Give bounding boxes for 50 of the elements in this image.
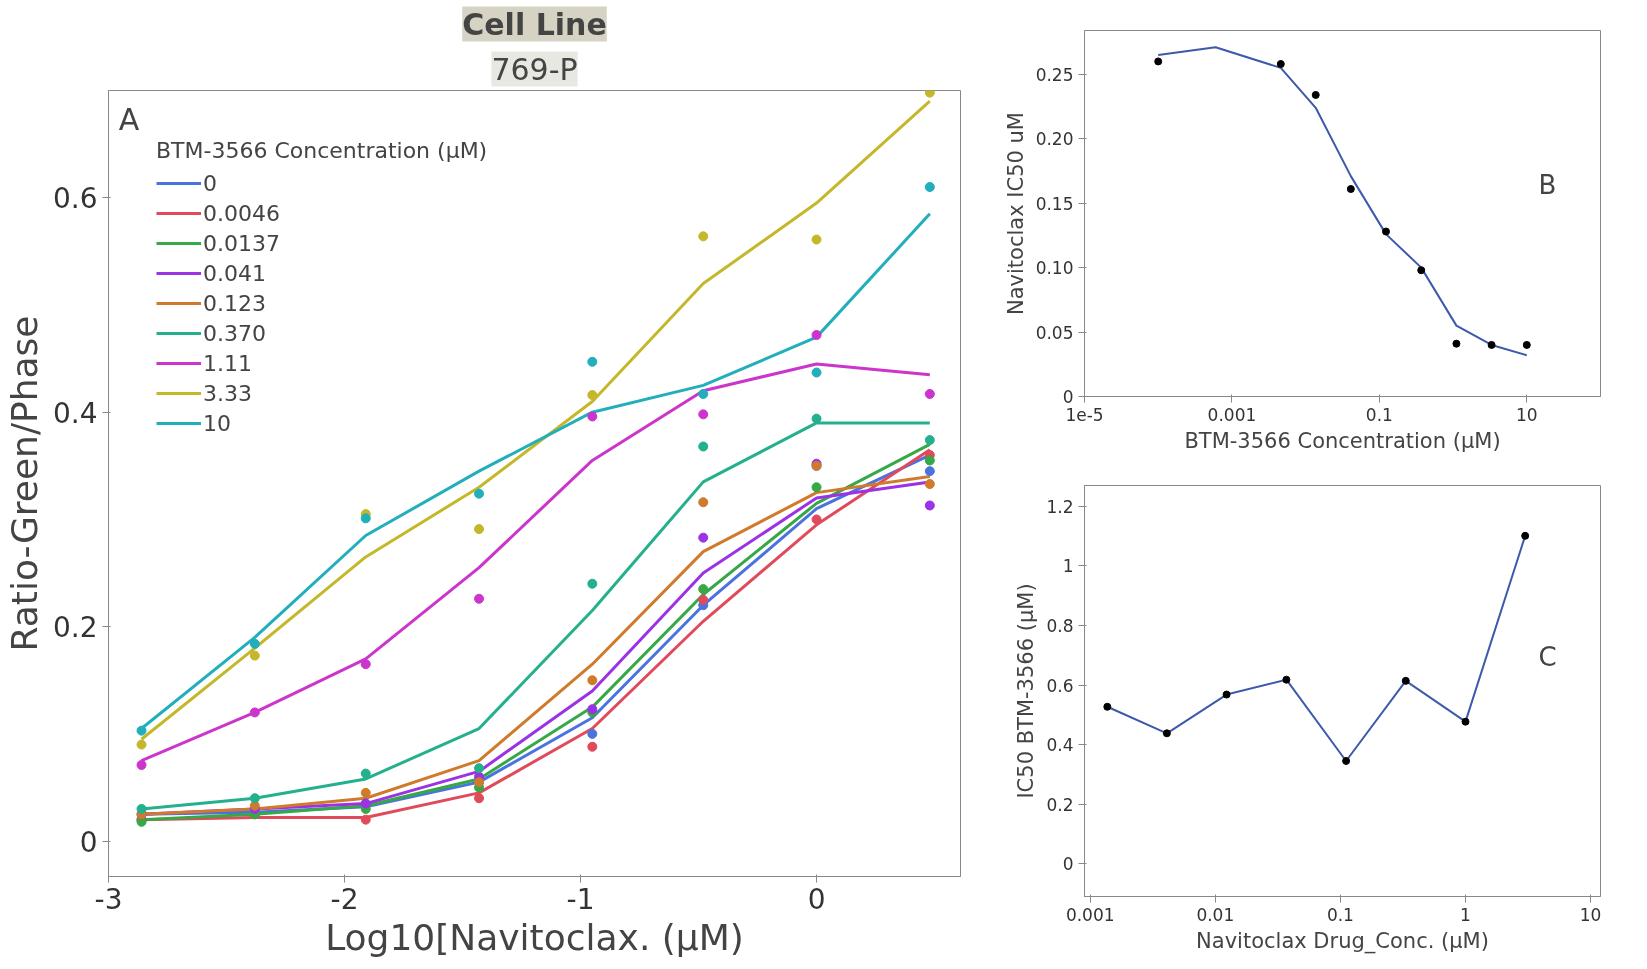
x-tick-label: 0.1 — [1326, 904, 1354, 925]
x-tick-label: 1e-5 — [1065, 404, 1104, 425]
legend-label: 0.041 — [203, 259, 266, 288]
annotation: C — [1538, 641, 1557, 672]
y-tick-label: 0.4 — [52, 396, 98, 430]
y-tick-label: 0.4 — [1046, 735, 1074, 756]
legend-label: 0.370 — [203, 319, 266, 348]
y-tick-label: 0.6 — [1046, 675, 1074, 696]
annotation: B — [1538, 169, 1557, 200]
y-tick-label: 1 — [1062, 556, 1074, 577]
x-tick-label: -3 — [94, 882, 123, 916]
legend-label: 0.0046 — [203, 199, 280, 228]
legend-label: 1.11 — [203, 349, 252, 378]
y-tick-label: 0 — [79, 825, 98, 859]
y-tick-label: 0 — [1062, 854, 1074, 875]
x-tick-label: 1 — [1460, 904, 1471, 925]
y-axis-title: Navitoclax IC50 uM — [1003, 112, 1028, 315]
x-tick-label: -2 — [330, 882, 359, 916]
y-axis-title: Ratio-Green/Phase — [3, 315, 45, 652]
annotation: A — [118, 102, 140, 138]
x-tick-label: 0 — [807, 882, 826, 916]
y-tick-label: 0.6 — [52, 182, 98, 216]
y-axis-title: IC50 BTM-3566 (µM) — [1014, 583, 1039, 799]
x-tick-label: 10 — [1579, 904, 1602, 925]
y-tick-label: 0.8 — [1046, 615, 1074, 636]
legend-label: 0.0137 — [203, 229, 280, 258]
legend-title: BTM-3566 Concentration (µM) — [156, 138, 488, 163]
x-tick-label: 0.001 — [1207, 404, 1257, 425]
y-tick-label: 0.15 — [1035, 193, 1074, 214]
x-tick-label: 0.1 — [1365, 404, 1393, 425]
legend-label: 0.123 — [203, 289, 266, 318]
x-axis-title: BTM-3566 Concentration (µM) — [1184, 428, 1501, 453]
x-tick-label: 0.001 — [1065, 904, 1115, 925]
y-tick-label: 0.10 — [1035, 258, 1074, 279]
y-tick-label: 0.2 — [1046, 794, 1074, 815]
x-axis-title: Navitoclax Drug_Conc. (µM) — [1196, 928, 1489, 954]
legend-label: 3.33 — [203, 379, 252, 408]
x-tick-label: -1 — [566, 882, 595, 916]
chart-title: Cell Line — [462, 6, 607, 42]
x-tick-label: 10 — [1515, 404, 1538, 425]
y-tick-label: 0 — [1062, 387, 1074, 407]
y-tick-label: 0.05 — [1035, 322, 1074, 343]
y-tick-label: 1.2 — [1046, 496, 1074, 517]
legend-label: 0 — [203, 169, 218, 198]
x-tick-label: 0.01 — [1196, 904, 1235, 925]
chart-subtitle: 769-P — [491, 51, 578, 87]
x-axis-title: Log10[Navitoclax. (µM) — [325, 916, 744, 958]
y-tick-label: 0.25 — [1035, 64, 1074, 85]
y-tick-label: 0.20 — [1035, 129, 1074, 150]
y-tick-label: 0.2 — [52, 611, 98, 645]
